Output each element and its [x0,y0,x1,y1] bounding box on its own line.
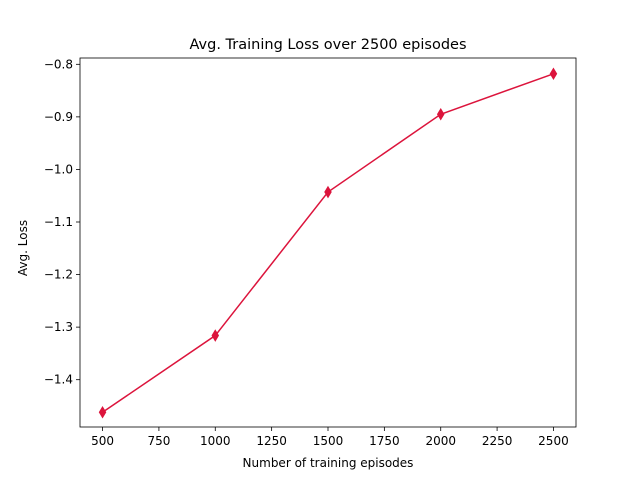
y-tick-label: −1.1 [44,215,73,229]
x-tick-label: 1500 [313,434,344,448]
y-axis-label: Avg. Loss [16,220,30,276]
chart-title: Avg. Training Loss over 2500 episodes [189,37,466,53]
x-tick-label: 750 [147,434,170,448]
x-axis-label: Number of training episodes [243,456,414,470]
y-tick-label: −0.8 [44,57,73,71]
x-tick-label: 2500 [538,434,569,448]
x-tick-label: 2000 [425,434,456,448]
x-tick-label: 2250 [482,434,513,448]
x-tick-label: 1750 [369,434,400,448]
data-point-marker [211,329,220,342]
y-tick-label: −1.0 [44,162,73,176]
series-group [98,67,558,419]
x-tick-label: 1000 [200,434,231,448]
y-tick-label: −1.4 [44,373,73,387]
y-tick-label: −1.3 [44,320,73,334]
data-point-marker [324,185,332,199]
x-axis: 500 750 1000 1250 1500 1750 2000 2250 2500 [91,427,569,448]
y-axis: −1.4 −1.3 −1.2 −1.1 −1.0 −0.9 −0.8 [44,57,80,387]
y-tick-label: −1.2 [44,268,73,282]
x-tick-label: 1250 [256,434,287,448]
data-point-marker [98,406,107,419]
y-tick-label: −0.9 [44,110,73,124]
data-point-marker [436,107,445,121]
data-point-marker [549,67,558,81]
x-tick-label: 500 [91,434,114,448]
